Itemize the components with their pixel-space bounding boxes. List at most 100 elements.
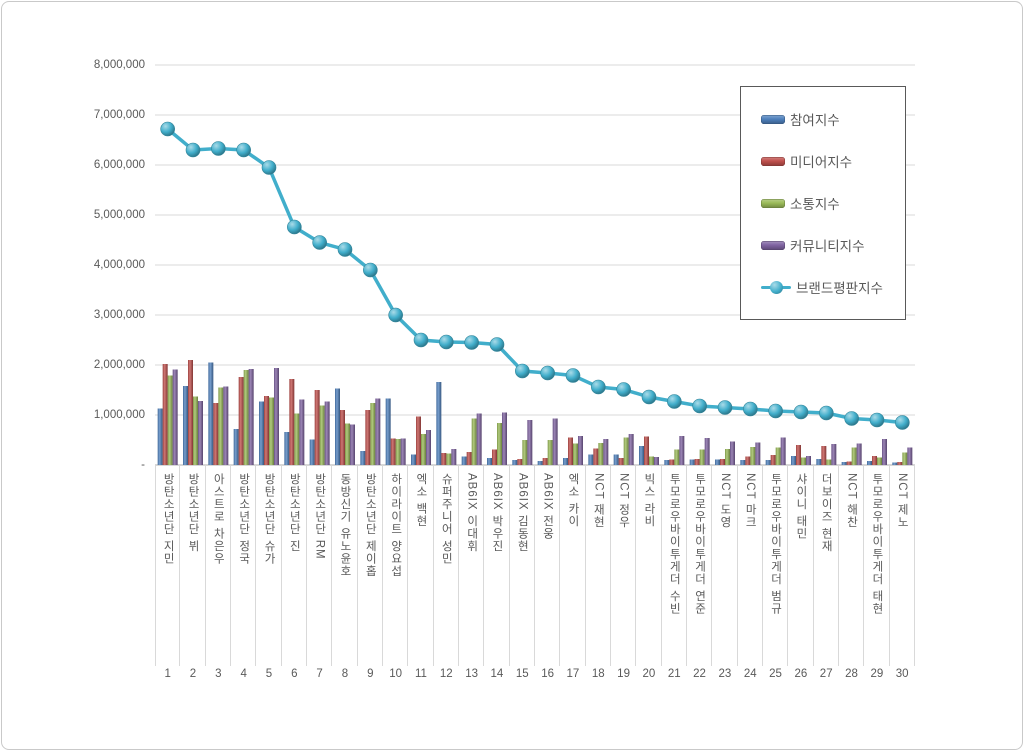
line-marker [261,160,277,175]
bar-소통지수 [623,437,629,465]
category-cell: AB6IX 전웅 [535,466,561,666]
bar-소통지수 [547,440,553,465]
category-label: 엑소 백현 [414,473,427,528]
bar-참여지수 [208,362,214,465]
bar-소통지수 [193,396,198,465]
category-label: AB6IX 이대휘 [465,473,478,553]
category-label: AB6IX 전웅 [541,473,554,540]
bar-커뮤니티지수 [730,441,735,465]
category-label: 투모로우바이투게더 범규 [769,473,782,615]
bar-미디어지수 [416,416,421,465]
bar-참여지수 [563,458,568,465]
line-marker [743,401,758,417]
rank-label: 20 [642,668,656,680]
bar-커뮤니티지수 [172,369,178,465]
category-label: 동방신기 유노윤호 [338,473,351,578]
bar-커뮤니티지수 [780,437,786,465]
rank-label: 17 [566,668,580,680]
bar-미디어지수 [162,364,168,465]
bar-미디어지수 [542,458,548,465]
bar-소통지수 [674,449,680,465]
bar-소통지수 [294,413,300,465]
bar-미디어지수 [593,448,599,465]
category-cell: 슈퍼주니어 성민 [434,466,459,666]
rank-label: 16 [541,668,554,680]
legend-item-community: 커뮤니티지수 [761,235,905,255]
y-axis-label: 7,000,000 [93,109,145,121]
legend-label: 소통지수 [790,197,840,212]
category-label: 엑소 카이 [566,473,579,528]
rank-label: 21 [667,668,681,680]
bar-커뮤니티지수 [882,439,887,465]
bar-소통지수 [497,423,502,465]
line-marker [287,219,302,235]
category-cell: 투모로우바이투게더 태현 [864,466,890,666]
bar-참여지수 [233,429,239,465]
category-label: 아스트로 차은우 [212,473,225,565]
category-label: 방탄소년단 RM [313,473,326,560]
legend-item-media: 미디어지수 [761,151,905,171]
bar-참여지수 [335,388,340,465]
line-marker [515,363,530,379]
bar-커뮤니티지수 [299,399,305,465]
bar-참여지수 [436,382,442,465]
category-label: 빅스 라비 [642,473,655,528]
rank-label: 12 [439,668,453,680]
line-marker [185,142,201,158]
bar-소통지수 [826,459,832,465]
category-cell: 방탄소년단 정국 [231,466,257,666]
bar-미디어지수 [517,459,523,465]
rank-label: 27 [819,668,833,680]
category-label: 슈퍼주니어 성민 [440,473,453,565]
bar-미디어지수 [669,459,675,465]
bar-소통지수 [218,387,224,465]
rank-label: 19 [617,668,630,680]
category-cell: AB6IX 이대휘 [459,466,485,666]
bar-커뮤니티지수 [704,438,710,465]
category-label: NCT 해찬 [845,473,858,529]
bar-참여지수 [892,462,898,465]
bar-참여지수 [183,386,188,465]
line-marker [591,379,606,395]
rank-label: 8 [341,668,349,680]
rank-label: 18 [591,668,605,680]
rank-label: 10 [389,668,403,680]
category-cell: NCT 제노 [890,466,915,666]
y-axis-label: 6,000,000 [93,159,145,171]
category-label: 방탄소년단 뷔 [187,473,199,553]
bar-커뮤니티지수 [223,386,229,465]
bar-소통지수 [243,370,249,465]
bar-미디어지수 [213,403,219,465]
category-label: 방탄소년단 지민 [162,473,175,565]
category-cell: NCT 재현 [586,466,611,666]
line-marker [312,235,327,250]
category-cell: NCT 도영 [712,466,738,666]
bar-커뮤니티지수 [350,424,355,465]
category-cell: NCT 해찬 [839,466,865,666]
bar-커뮤니티지수 [907,447,913,465]
rank-label: 1 [164,668,171,680]
category-label: NCT 정우 [617,473,630,529]
category-cell: 샤이니 태민 [788,466,814,666]
rank-label: 6 [291,668,298,680]
legend-label: 참여지수 [790,113,840,128]
media-swatch-icon [761,156,785,166]
bar-커뮤니티지수 [248,369,254,465]
category-label: AB6IX 김동현 [516,473,529,553]
bar-커뮤니티지수 [654,457,659,465]
line-marker [869,412,885,428]
category-cell: NCT 마크 [738,466,763,666]
line-marker [439,334,454,350]
rank-label: 2 [189,668,197,680]
line-marker [717,400,733,415]
category-cell: 투모로우바이투게더 범규 [763,466,789,666]
line-marker [844,411,859,426]
bar-소통지수 [522,440,528,465]
bar-소통지수 [345,423,350,465]
bar-소통지수 [851,447,857,465]
category-label: NCT 마크 [744,473,757,529]
bar-소통지수 [167,375,173,465]
bar-소통지수 [446,453,452,465]
bar-소통지수 [750,447,756,465]
rank-label: 29 [870,668,884,680]
